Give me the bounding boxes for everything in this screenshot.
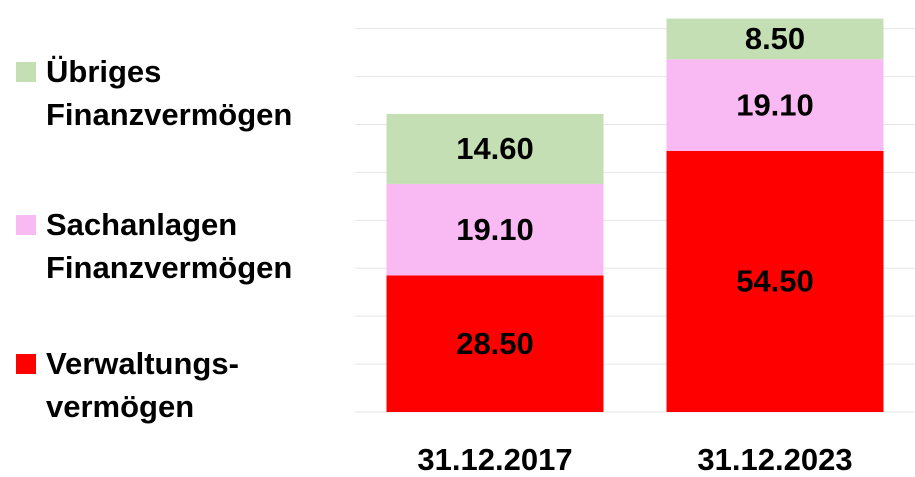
legend-item: Verwaltungs- vermögen (10, 342, 239, 428)
data-label: 8.50 (745, 21, 805, 56)
legend-label: Sachanlagen Finanzvermögen (46, 207, 293, 285)
legend-label: Verwaltungs- vermögen (46, 346, 239, 424)
bar-segment (666, 59, 884, 151)
data-label: 28.50 (456, 326, 534, 361)
bar-segment (666, 18, 884, 60)
legend-swatch (16, 62, 36, 82)
data-label: 19.10 (456, 212, 534, 247)
bar-segment (386, 275, 604, 412)
x-tick-label: 31.12.2023 (697, 442, 852, 477)
bar-segment (386, 113, 604, 184)
legend-swatch (16, 354, 36, 374)
x-tick-label: 31.12.2017 (417, 442, 572, 477)
bar-segment (666, 150, 884, 412)
legend-swatch (16, 215, 36, 235)
legend-label: Übriges Finanzvermögen (46, 54, 293, 132)
data-label: 14.60 (456, 131, 534, 166)
data-label: 19.10 (736, 87, 814, 122)
legend-item: Übriges Finanzvermögen (10, 50, 292, 136)
legend-item: Sachanlagen Finanzvermögen (10, 203, 292, 289)
bar-segment (386, 183, 604, 276)
data-label: 54.50 (736, 264, 814, 299)
